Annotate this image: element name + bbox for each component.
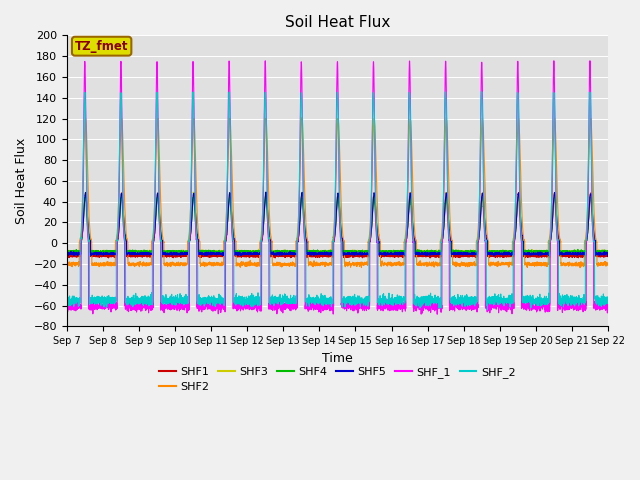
SHF5 bbox=[262, 189, 270, 195]
SHF1 bbox=[317, 253, 325, 259]
Title: Soil Heat Flux: Soil Heat Flux bbox=[285, 15, 390, 30]
SHF5 bbox=[490, 251, 497, 257]
SHF1 bbox=[459, 252, 467, 258]
SHF_2 bbox=[429, 299, 436, 305]
SHF1 bbox=[63, 252, 70, 257]
SHF4 bbox=[317, 249, 325, 255]
SHF_1 bbox=[604, 301, 611, 307]
SHF_2 bbox=[63, 298, 70, 303]
Y-axis label: Soil Heat Flux: Soil Heat Flux bbox=[15, 138, 28, 224]
SHF5 bbox=[317, 252, 325, 257]
SHF3 bbox=[317, 248, 325, 254]
SHF3 bbox=[63, 248, 70, 254]
SHF3 bbox=[490, 248, 497, 254]
Line: SHF3: SHF3 bbox=[67, 192, 608, 254]
Line: SHF4: SHF4 bbox=[67, 196, 608, 254]
SHF_1 bbox=[586, 58, 594, 64]
SHF2 bbox=[604, 261, 611, 267]
SHF4 bbox=[604, 249, 611, 255]
SHF4 bbox=[459, 249, 467, 254]
SHF_2 bbox=[604, 300, 611, 305]
SHF_2 bbox=[604, 299, 612, 305]
SHF_1 bbox=[604, 307, 612, 313]
SHF5 bbox=[604, 253, 612, 259]
X-axis label: Time: Time bbox=[322, 352, 353, 365]
Line: SHF_1: SHF_1 bbox=[67, 61, 608, 314]
SHF4 bbox=[160, 249, 168, 254]
SHF2 bbox=[317, 261, 325, 267]
SHF2 bbox=[490, 259, 497, 265]
SHF2 bbox=[298, 115, 306, 120]
SHF5 bbox=[604, 252, 612, 258]
SHF5 bbox=[459, 252, 467, 257]
SHF2 bbox=[429, 260, 436, 265]
SHF2 bbox=[576, 265, 584, 271]
SHF1 bbox=[160, 254, 168, 260]
Text: TZ_fmet: TZ_fmet bbox=[75, 40, 129, 53]
SHF_1 bbox=[459, 304, 467, 310]
SHF4 bbox=[604, 249, 612, 254]
SHF1 bbox=[429, 252, 436, 257]
SHF1 bbox=[604, 254, 611, 260]
SHF3 bbox=[429, 248, 436, 253]
SHF_1 bbox=[490, 302, 497, 308]
SHF3 bbox=[604, 249, 611, 254]
SHF_2 bbox=[478, 89, 486, 95]
SHF2 bbox=[160, 261, 168, 266]
SHF3 bbox=[160, 247, 168, 253]
SHF5 bbox=[604, 251, 611, 256]
SHF4 bbox=[262, 193, 269, 199]
SHF_1 bbox=[160, 310, 168, 315]
SHF_2 bbox=[160, 296, 168, 302]
Line: SHF_2: SHF_2 bbox=[67, 92, 608, 310]
Line: SHF2: SHF2 bbox=[67, 118, 608, 268]
SHF_2 bbox=[317, 300, 325, 305]
SHF2 bbox=[459, 260, 467, 266]
SHF5 bbox=[160, 250, 168, 255]
SHF_2 bbox=[490, 302, 497, 308]
SHF_2 bbox=[459, 292, 467, 298]
Line: SHF5: SHF5 bbox=[67, 192, 608, 256]
SHF2 bbox=[63, 261, 70, 266]
SHF5 bbox=[63, 251, 70, 257]
SHF_2 bbox=[484, 307, 492, 312]
SHF3 bbox=[604, 248, 612, 254]
SHF1 bbox=[271, 255, 279, 261]
SHF_1 bbox=[429, 299, 436, 305]
SHF4 bbox=[582, 251, 589, 257]
SHF4 bbox=[429, 249, 436, 254]
SHF3 bbox=[459, 250, 467, 255]
SHF1 bbox=[604, 252, 612, 258]
SHF1 bbox=[490, 253, 497, 259]
SHF2 bbox=[604, 262, 612, 267]
SHF_1 bbox=[63, 301, 70, 307]
SHF1 bbox=[551, 190, 559, 195]
Line: SHF1: SHF1 bbox=[67, 192, 608, 258]
SHF4 bbox=[63, 249, 70, 255]
SHF_1 bbox=[433, 312, 441, 317]
SHF5 bbox=[429, 251, 436, 257]
SHF4 bbox=[490, 250, 497, 255]
SHF3 bbox=[189, 189, 197, 195]
Legend: SHF1, SHF2, SHF3, SHF4, SHF5, SHF_1, SHF_2: SHF1, SHF2, SHF3, SHF4, SHF5, SHF_1, SHF… bbox=[155, 362, 520, 396]
SHF_1 bbox=[317, 302, 325, 308]
SHF3 bbox=[90, 251, 98, 257]
